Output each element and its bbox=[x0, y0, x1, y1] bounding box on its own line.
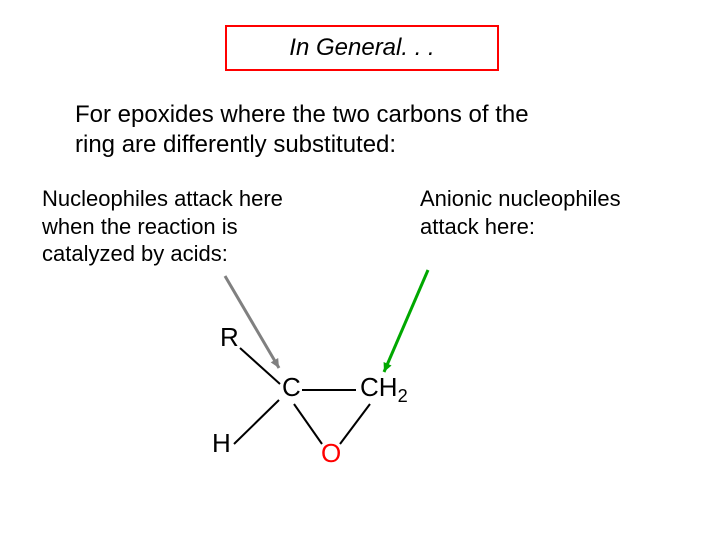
main-line1: For epoxides where the two carbons of th… bbox=[75, 101, 529, 128]
left-label: Nucleophiles attack here when the reacti… bbox=[42, 185, 283, 268]
atom-h-label: H bbox=[212, 428, 231, 459]
left-label-line1: Nucleophiles attack here bbox=[42, 186, 283, 211]
title-box: In General. . . bbox=[225, 25, 499, 71]
left-label-line3: catalyzed by acids: bbox=[42, 241, 228, 266]
main-paragraph: For epoxides where the two carbons of th… bbox=[75, 100, 529, 160]
right-label-line1: Anionic nucleophiles bbox=[420, 186, 621, 211]
atom-c-label: C bbox=[282, 372, 301, 403]
left-label-line2: when the reaction is bbox=[42, 214, 238, 239]
main-line2: ring are differently substituted: bbox=[75, 131, 396, 158]
arrow-lines bbox=[225, 270, 428, 372]
right-label-line2: attack here: bbox=[420, 214, 535, 239]
atom-o-label: O bbox=[321, 438, 341, 469]
title-text: In General. . . bbox=[289, 34, 434, 61]
bond-lines bbox=[234, 348, 370, 444]
atom-r-label: R bbox=[220, 322, 239, 353]
diagram-overlay bbox=[0, 0, 720, 540]
right-label: Anionic nucleophiles attack here: bbox=[420, 185, 621, 240]
atom-ch2-label: CH2 bbox=[360, 372, 408, 407]
